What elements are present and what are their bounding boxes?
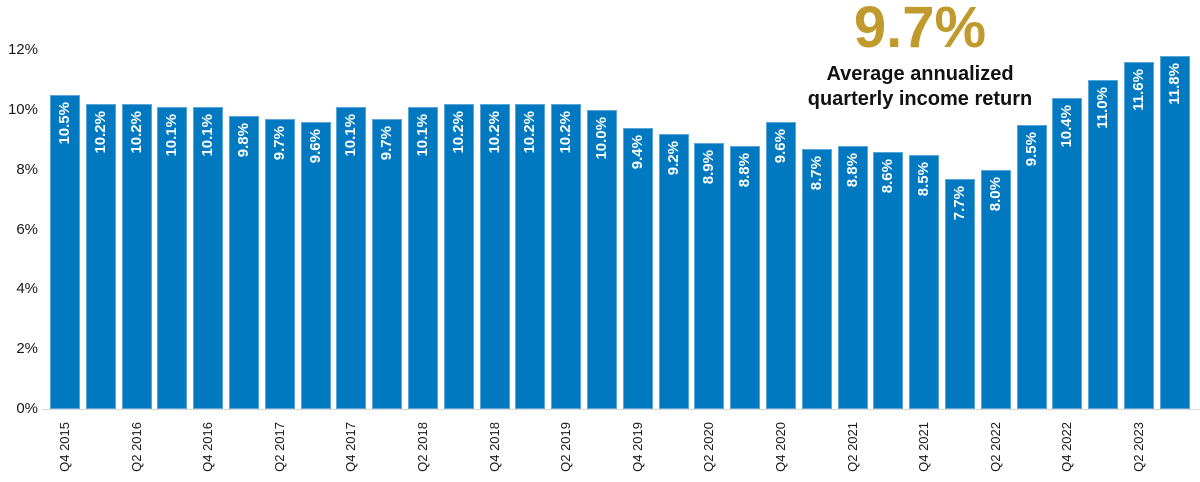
- bar: 10.4%: [1052, 98, 1083, 409]
- bar: 10.0%: [587, 110, 617, 409]
- bar: 8.8%: [730, 145, 761, 409]
- x-tick-label: Q2 2018: [415, 422, 430, 472]
- bar: 8.9%: [694, 142, 725, 409]
- bar-value-label: 8.0%: [986, 176, 1004, 211]
- bar-value-label: 8.6%: [879, 158, 897, 194]
- y-tick-label: 10%: [7, 101, 38, 118]
- bar: 9.6%: [300, 121, 331, 409]
- bar-value-label: 10.2%: [91, 111, 109, 154]
- bar: 7.7%: [945, 178, 975, 409]
- bar: 11.8%: [1159, 56, 1190, 409]
- x-tick-label: Q4 2018: [486, 422, 502, 472]
- bar-value-label: 9.6%: [306, 128, 324, 164]
- bar-value-label: 7.7%: [951, 185, 968, 220]
- bar: 8.8%: [837, 145, 868, 409]
- bar-value-label: 10.2%: [127, 111, 145, 154]
- bar-value-label: 10.1%: [163, 114, 181, 157]
- y-tick-label: 6%: [16, 220, 38, 238]
- bar-value-label: 10.2%: [485, 111, 503, 154]
- y-tick-label: 2%: [16, 340, 38, 358]
- x-tick-label: Q4 2016: [200, 422, 216, 472]
- bar: 10.2%: [85, 104, 116, 409]
- bar-value-label: 9.5%: [1022, 131, 1040, 167]
- bar: 8.0%: [980, 169, 1011, 409]
- bar: 10.5%: [50, 95, 80, 409]
- y-tick-label: 0%: [16, 400, 38, 417]
- bar: 9.5%: [1016, 124, 1047, 409]
- bar: 11.0%: [1088, 80, 1119, 409]
- x-tick-label: Q2 2021: [844, 422, 860, 472]
- bar-value-label: 10.2%: [521, 111, 539, 154]
- bar-value-label: 11.8%: [1165, 63, 1183, 105]
- bar-value-label: 8.8%: [736, 152, 754, 188]
- bar: 8.6%: [873, 151, 904, 409]
- bar: 10.2%: [551, 104, 582, 409]
- bar: 10.2%: [479, 104, 510, 409]
- bar: 11.6%: [1124, 62, 1154, 409]
- bar-value-label: 9.6%: [772, 128, 789, 164]
- x-tick-label: Q2 2017: [271, 422, 287, 472]
- x-tick-label: Q4 2022: [1059, 422, 1075, 472]
- x-axis-baseline: [42, 409, 1200, 410]
- bar-value-label: 8.7%: [807, 155, 825, 191]
- bar: 8.7%: [801, 148, 832, 409]
- y-tick-label: 8%: [16, 160, 38, 178]
- bar-value-label: 10.1%: [414, 114, 431, 157]
- callout-value: 9.7%: [853, 0, 987, 60]
- bar-value-label: 8.5%: [915, 161, 933, 197]
- bar-value-label: 10.2%: [557, 111, 575, 154]
- x-tick-label: Q4 2015: [57, 422, 72, 472]
- bar: 9.8%: [229, 115, 259, 409]
- x-tick-label: Q2 2023: [1131, 422, 1146, 472]
- bar-value-label: 9.2%: [664, 140, 682, 176]
- bar: 10.1%: [408, 107, 438, 409]
- bar-value-label: 10.4%: [1058, 105, 1076, 148]
- x-tick-label: Q2 2020: [701, 422, 717, 472]
- bar-value-label: 9.8%: [235, 122, 252, 158]
- bar: 9.4%: [622, 127, 653, 409]
- bar-value-label: 9.4%: [628, 134, 646, 170]
- bar-value-label: 8.8%: [843, 152, 861, 188]
- bar: 10.1%: [193, 107, 224, 409]
- bar-value-label: 9.7%: [378, 125, 396, 161]
- x-tick-label: Q2 2022: [987, 422, 1003, 472]
- bar: 10.2%: [443, 104, 474, 409]
- x-tick-label: Q4 2017: [343, 422, 359, 472]
- bar-value-label: 11.0%: [1094, 87, 1112, 129]
- bar: 9.2%: [658, 133, 689, 409]
- x-tick-label: Q2 2019: [558, 422, 574, 472]
- x-tick-label: Q4 2021: [916, 422, 932, 472]
- bar-value-label: 10.0%: [593, 117, 610, 160]
- bar: 8.5%: [909, 154, 940, 409]
- y-tick-label: 4%: [16, 280, 38, 298]
- bar-value-label: 10.5%: [56, 102, 73, 145]
- bar: 9.7%: [372, 118, 403, 409]
- bar-value-label: 9.7%: [270, 125, 288, 161]
- x-tick-label: Q4 2019: [629, 422, 645, 472]
- bar-value-label: 8.9%: [700, 149, 718, 185]
- callout-text: Average annualized quarterly income retu…: [807, 63, 1033, 110]
- bar: 10.2%: [121, 104, 152, 409]
- bar-value-label: 11.6%: [1130, 69, 1147, 111]
- y-tick-label: 12%: [7, 41, 38, 59]
- x-tick-label: Q2 2016: [128, 422, 144, 472]
- bar-value-label: 10.2%: [449, 111, 467, 154]
- bar: 10.1%: [157, 107, 188, 409]
- bar: 9.7%: [264, 118, 295, 409]
- bar: 10.1%: [336, 107, 367, 409]
- bar: 10.2%: [515, 104, 546, 409]
- bar-value-label: 10.1%: [342, 114, 360, 157]
- bar: 9.6%: [766, 121, 796, 409]
- x-tick-label: Q4 2020: [773, 422, 788, 472]
- bar-value-label: 10.1%: [199, 114, 217, 157]
